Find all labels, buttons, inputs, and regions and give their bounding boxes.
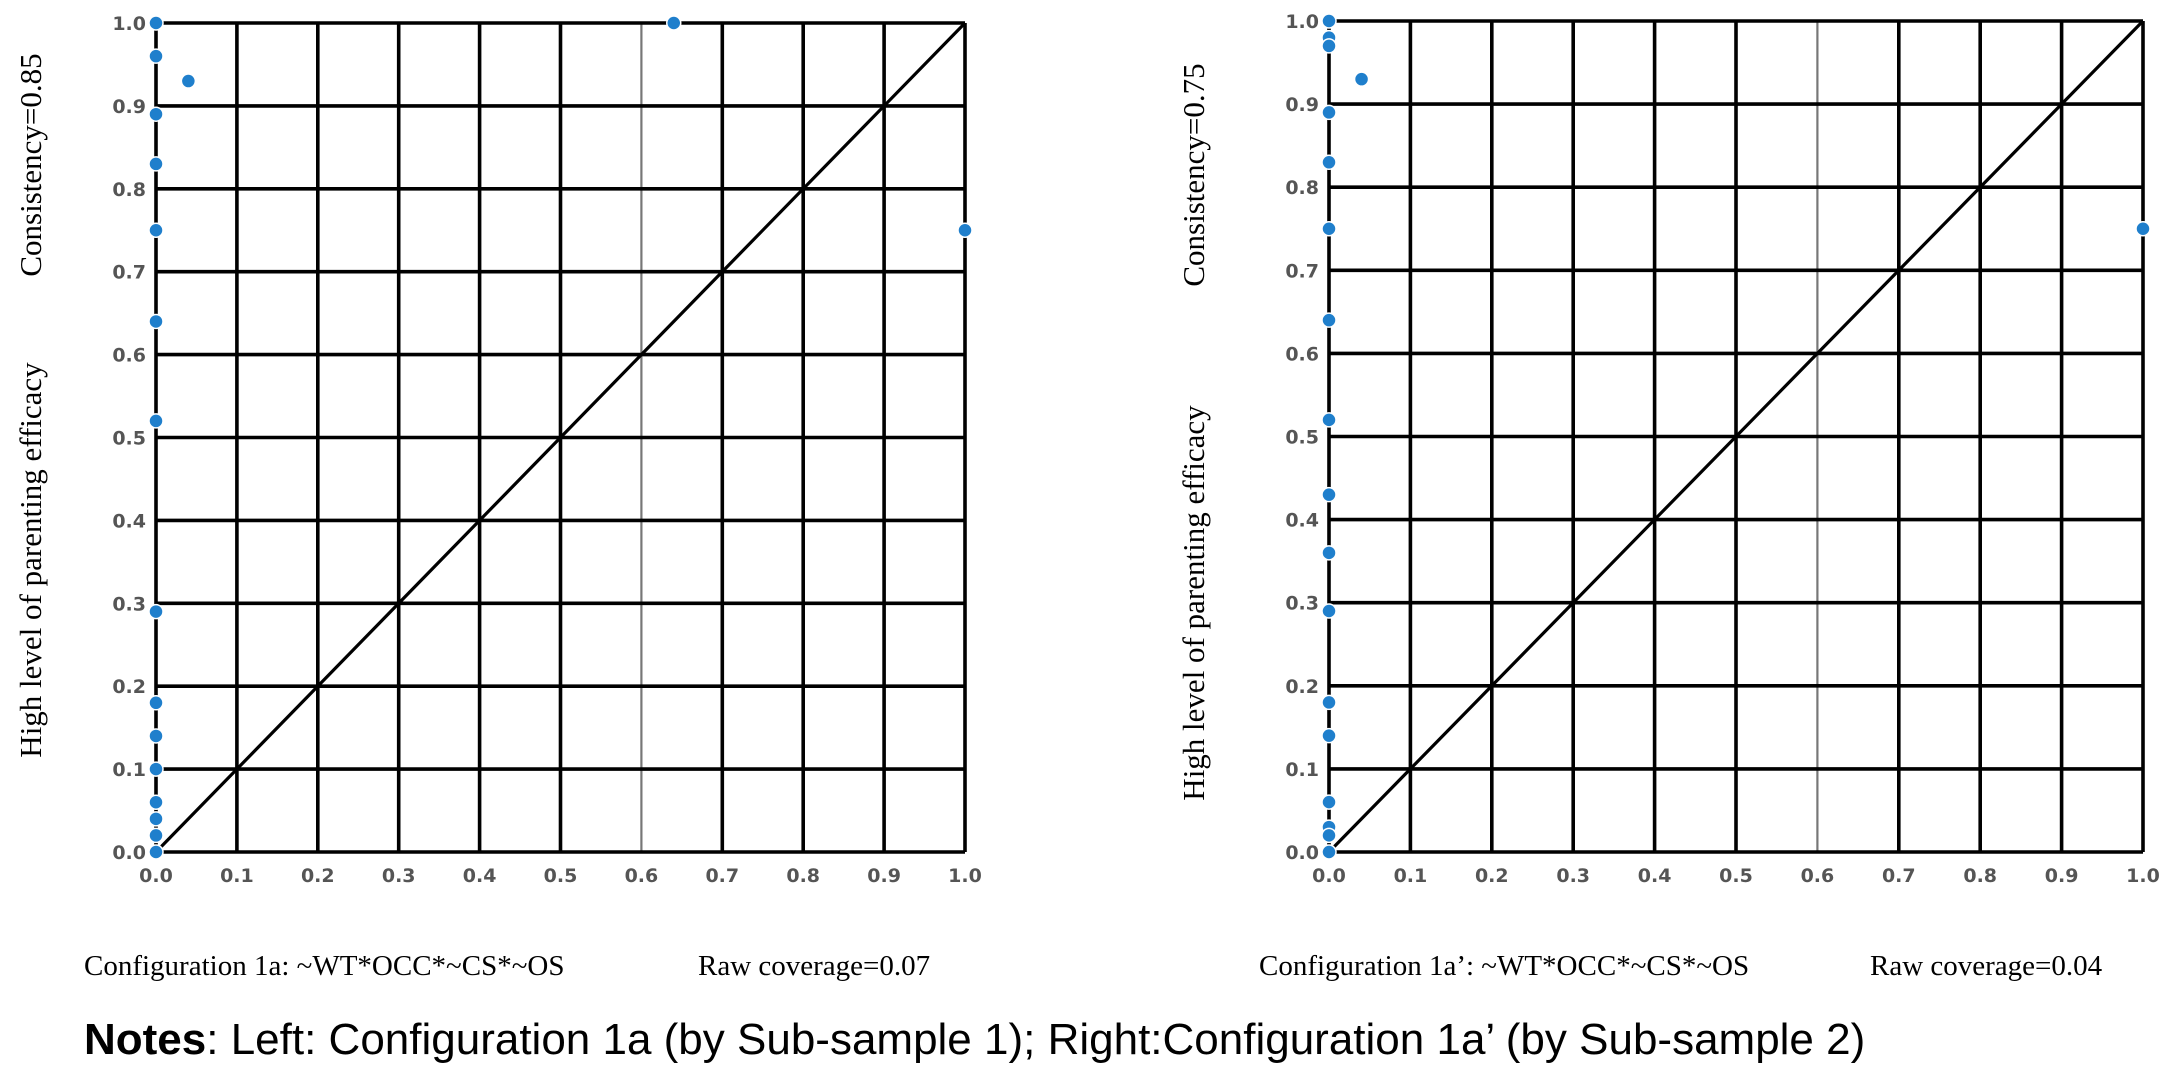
- data-point: [148, 728, 164, 744]
- data-point: [148, 603, 164, 620]
- notes-text: : Left: Configuration 1a (by Sub-sample …: [206, 1015, 1866, 1064]
- x-tick-label: 0.0: [139, 865, 173, 887]
- consistency-label: Consistency=0.85: [13, 53, 48, 276]
- y-tick-label: 0.9: [112, 96, 146, 118]
- data-point: [148, 761, 164, 777]
- coverage-caption: Raw coverage=0.04: [1870, 950, 2103, 982]
- y-tick-label: 0.0: [1285, 842, 1319, 864]
- data-point: [148, 695, 164, 711]
- x-tick-label: 0.5: [1719, 865, 1753, 887]
- y-tick-label: 0.1: [1285, 759, 1319, 781]
- x-tick-label: 0.9: [867, 865, 901, 887]
- data-point: [1321, 154, 1337, 171]
- x-tick-label: 1.0: [2126, 865, 2160, 887]
- y-tick-label: 0.5: [112, 428, 146, 450]
- x-tick-label: 0.4: [463, 865, 497, 887]
- y-tick-label: 0.2: [112, 676, 146, 698]
- data-point: [2135, 221, 2151, 237]
- data-point: [148, 827, 164, 844]
- data-point: [148, 48, 164, 64]
- data-point: [1321, 486, 1337, 503]
- y-axis-label: High level of parenting efficacy: [13, 362, 48, 758]
- y-tick-label: 0.0: [112, 842, 146, 864]
- diagonal-line: [1327, 19, 2145, 854]
- x-tick-label: 0.3: [1556, 865, 1590, 887]
- x-tick-label: 0.9: [2045, 865, 2079, 887]
- data-point: [148, 106, 164, 122]
- y-tick-label: 0.3: [112, 593, 146, 615]
- data-point: [1321, 104, 1337, 121]
- chart-left: 0.0 0.1 0.2 0.3 0.4 0.5 0.6 0.7 0.8 0.9 1.0 0.0 0.1 0…: [13, 13, 982, 982]
- data-point: [1321, 827, 1337, 844]
- y-tick-label: 0.6: [1285, 343, 1319, 365]
- x-tick-label: 0.1: [1394, 865, 1428, 887]
- y-tick-label: 1.0: [112, 13, 146, 35]
- x-tick-label: 0.7: [1882, 865, 1916, 887]
- x-tick-label: 0.3: [382, 865, 416, 887]
- x-tick-label: 0.6: [625, 865, 659, 887]
- y-tick-label: 0.5: [1285, 427, 1319, 449]
- data-point: [1321, 844, 1337, 860]
- data-point: [957, 222, 973, 238]
- data-point: [1321, 221, 1337, 237]
- x-tick-label: 0.7: [705, 865, 739, 887]
- x-tick-label: 0.8: [1963, 865, 1997, 887]
- data-point: [1321, 38, 1337, 54]
- y-tick-label: 0.4: [1285, 510, 1319, 532]
- data-point: [1321, 727, 1337, 744]
- data-point: [148, 794, 164, 811]
- data-point: [1353, 71, 1370, 87]
- data-point: [148, 413, 164, 429]
- data-point: [1321, 545, 1337, 561]
- y-axis-label: High level of parenting efficacy: [1176, 405, 1211, 801]
- grid: [1327, 19, 2145, 854]
- notes-label: Notes: [84, 1015, 207, 1064]
- y-tick-label: 1.0: [1285, 11, 1319, 33]
- data-point: [666, 15, 682, 31]
- configuration-caption: Configuration 1a’: ~WT*OCC*~CS*~OS: [1259, 950, 1749, 982]
- y-tick-label: 0.9: [1285, 94, 1319, 116]
- x-tick-label: 0.5: [544, 865, 578, 887]
- data-point: [148, 844, 164, 860]
- diagonal-line: [154, 21, 967, 854]
- x-tick-label: 0.2: [1475, 865, 1509, 887]
- data-point: [148, 15, 164, 31]
- y-tick-label: 0.2: [1285, 676, 1319, 698]
- x-tick-label: 1.0: [948, 865, 982, 887]
- data-point: [1321, 603, 1337, 619]
- y-tick-label: 0.4: [112, 510, 146, 532]
- y-tick-label: 0.7: [112, 262, 146, 284]
- x-tick-label: 0.2: [301, 865, 335, 887]
- chart-right: 0.0 0.1 0.2 0.3 0.4 0.5 0.6 0.7 0.8 0.9 1.0 0.0 0.1 0…: [1176, 11, 2160, 982]
- data-point: [148, 811, 164, 827]
- configuration-caption: Configuration 1a: ~WT*OCC*~CS*~OS: [84, 950, 564, 982]
- data-point: [1321, 694, 1337, 711]
- x-tick-label: 0.1: [220, 865, 254, 887]
- data-point: [1321, 13, 1337, 29]
- x-tick-label: 0.0: [1312, 865, 1346, 887]
- y-tick-label: 0.1: [112, 759, 146, 781]
- x-tick-label: 0.8: [786, 865, 820, 887]
- y-tick-label: 0.8: [1285, 177, 1319, 199]
- data-point: [148, 222, 164, 238]
- data-point: [1321, 312, 1337, 328]
- y-tick-label: 0.3: [1285, 593, 1319, 615]
- y-tick-label: 0.8: [112, 179, 146, 201]
- consistency-label: Consistency=0.75: [1176, 63, 1211, 286]
- data-point: [1321, 412, 1337, 428]
- y-tick-label: 0.7: [1285, 260, 1319, 282]
- grid: [154, 21, 967, 854]
- coverage-caption: Raw coverage=0.07: [698, 950, 930, 982]
- data-point: [1321, 794, 1337, 810]
- data-point: [180, 73, 197, 89]
- data-point: [148, 313, 164, 330]
- data-point: [148, 156, 164, 172]
- x-tick-label: 0.4: [1638, 865, 1672, 887]
- y-tick-label: 0.6: [112, 345, 146, 367]
- x-tick-label: 0.6: [1801, 865, 1835, 887]
- notes: Notes: Left: Configuration 1a (by Sub-sa…: [84, 1015, 1865, 1065]
